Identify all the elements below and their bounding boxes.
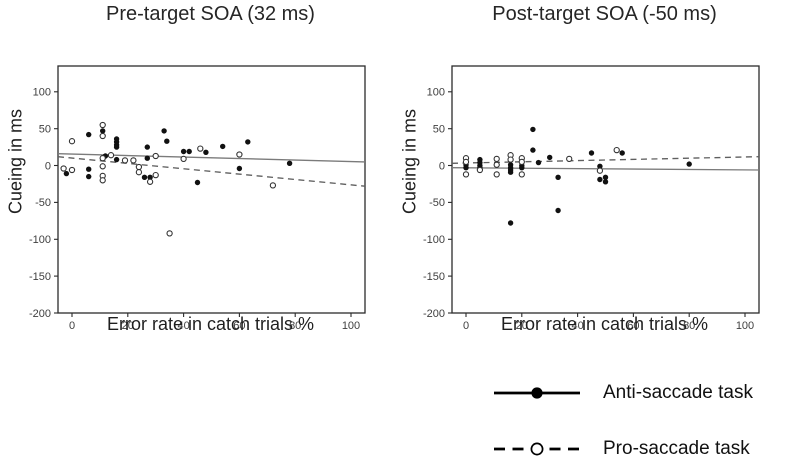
svg-text:100: 100 xyxy=(342,320,360,332)
svg-text:50: 50 xyxy=(39,124,51,136)
svg-text:60: 60 xyxy=(233,320,245,332)
svg-text:100: 100 xyxy=(427,87,445,99)
svg-text:40: 40 xyxy=(177,320,189,332)
svg-text:-200: -200 xyxy=(29,308,51,320)
legend-item-pro-saccade: Pro-saccade task xyxy=(492,434,784,459)
svg-text:-50: -50 xyxy=(429,197,445,209)
panel-title-post-target: Post-target SOA (-50 ms) xyxy=(492,3,717,25)
svg-text:-200: -200 xyxy=(423,308,445,320)
svg-text:0: 0 xyxy=(45,160,51,172)
svg-text:100: 100 xyxy=(736,320,754,332)
svg-text:-100: -100 xyxy=(29,234,51,246)
svg-text:50: 50 xyxy=(433,124,445,136)
x-axis-label: Error rate in catch trials % xyxy=(500,314,709,334)
panel-post-target: Post-target SOA (-50 ms) 100 50 0 -50 -100 -1… xyxy=(394,0,787,345)
svg-text:-100: -100 xyxy=(423,234,445,246)
svg-text:80: 80 xyxy=(683,320,695,332)
pro-saccade-marker-icon xyxy=(494,442,580,456)
panel-title-pre-target: Pre-target SOA (32 ms) xyxy=(106,3,315,25)
svg-text:20: 20 xyxy=(122,320,134,332)
panel-pre-target: Pre-target SOA (32 ms) 100 50 0 -50 -100 -150… xyxy=(0,0,393,345)
legend: Anti-saccade task Pro-saccade task xyxy=(492,378,784,459)
svg-text:-50: -50 xyxy=(35,197,51,209)
anti-saccade-marker-icon xyxy=(494,387,580,399)
scatter-plot-post-target: 100 50 0 -50 -100 -150 -200 0 20 40 60 80 100 xyxy=(423,65,760,332)
scatter-plot-pre-target: 100 50 0 -50 -100 -150 -200 0 20 40 60 80 100 xyxy=(29,65,366,332)
svg-text:0: 0 xyxy=(439,160,445,172)
svg-text:20: 20 xyxy=(516,320,528,332)
x-axis-label: Error rate in catch trials % xyxy=(106,314,315,334)
svg-text:60: 60 xyxy=(627,320,639,332)
y-axis-label: Cueing in ms xyxy=(399,108,420,215)
svg-text:40: 40 xyxy=(571,320,583,332)
svg-text:-150: -150 xyxy=(29,271,51,283)
legend-label-pro-saccade: Pro-saccade task xyxy=(603,438,750,459)
svg-text:0: 0 xyxy=(69,320,75,332)
legend-label-anti-saccade: Anti-saccade task xyxy=(603,382,753,403)
svg-text:100: 100 xyxy=(33,87,51,99)
legend-item-anti-saccade: Anti-saccade task xyxy=(492,378,784,408)
y-axis-label: Cueing in ms xyxy=(5,108,26,215)
svg-text:-150: -150 xyxy=(423,271,445,283)
svg-text:0: 0 xyxy=(463,320,469,332)
svg-text:80: 80 xyxy=(289,320,301,332)
